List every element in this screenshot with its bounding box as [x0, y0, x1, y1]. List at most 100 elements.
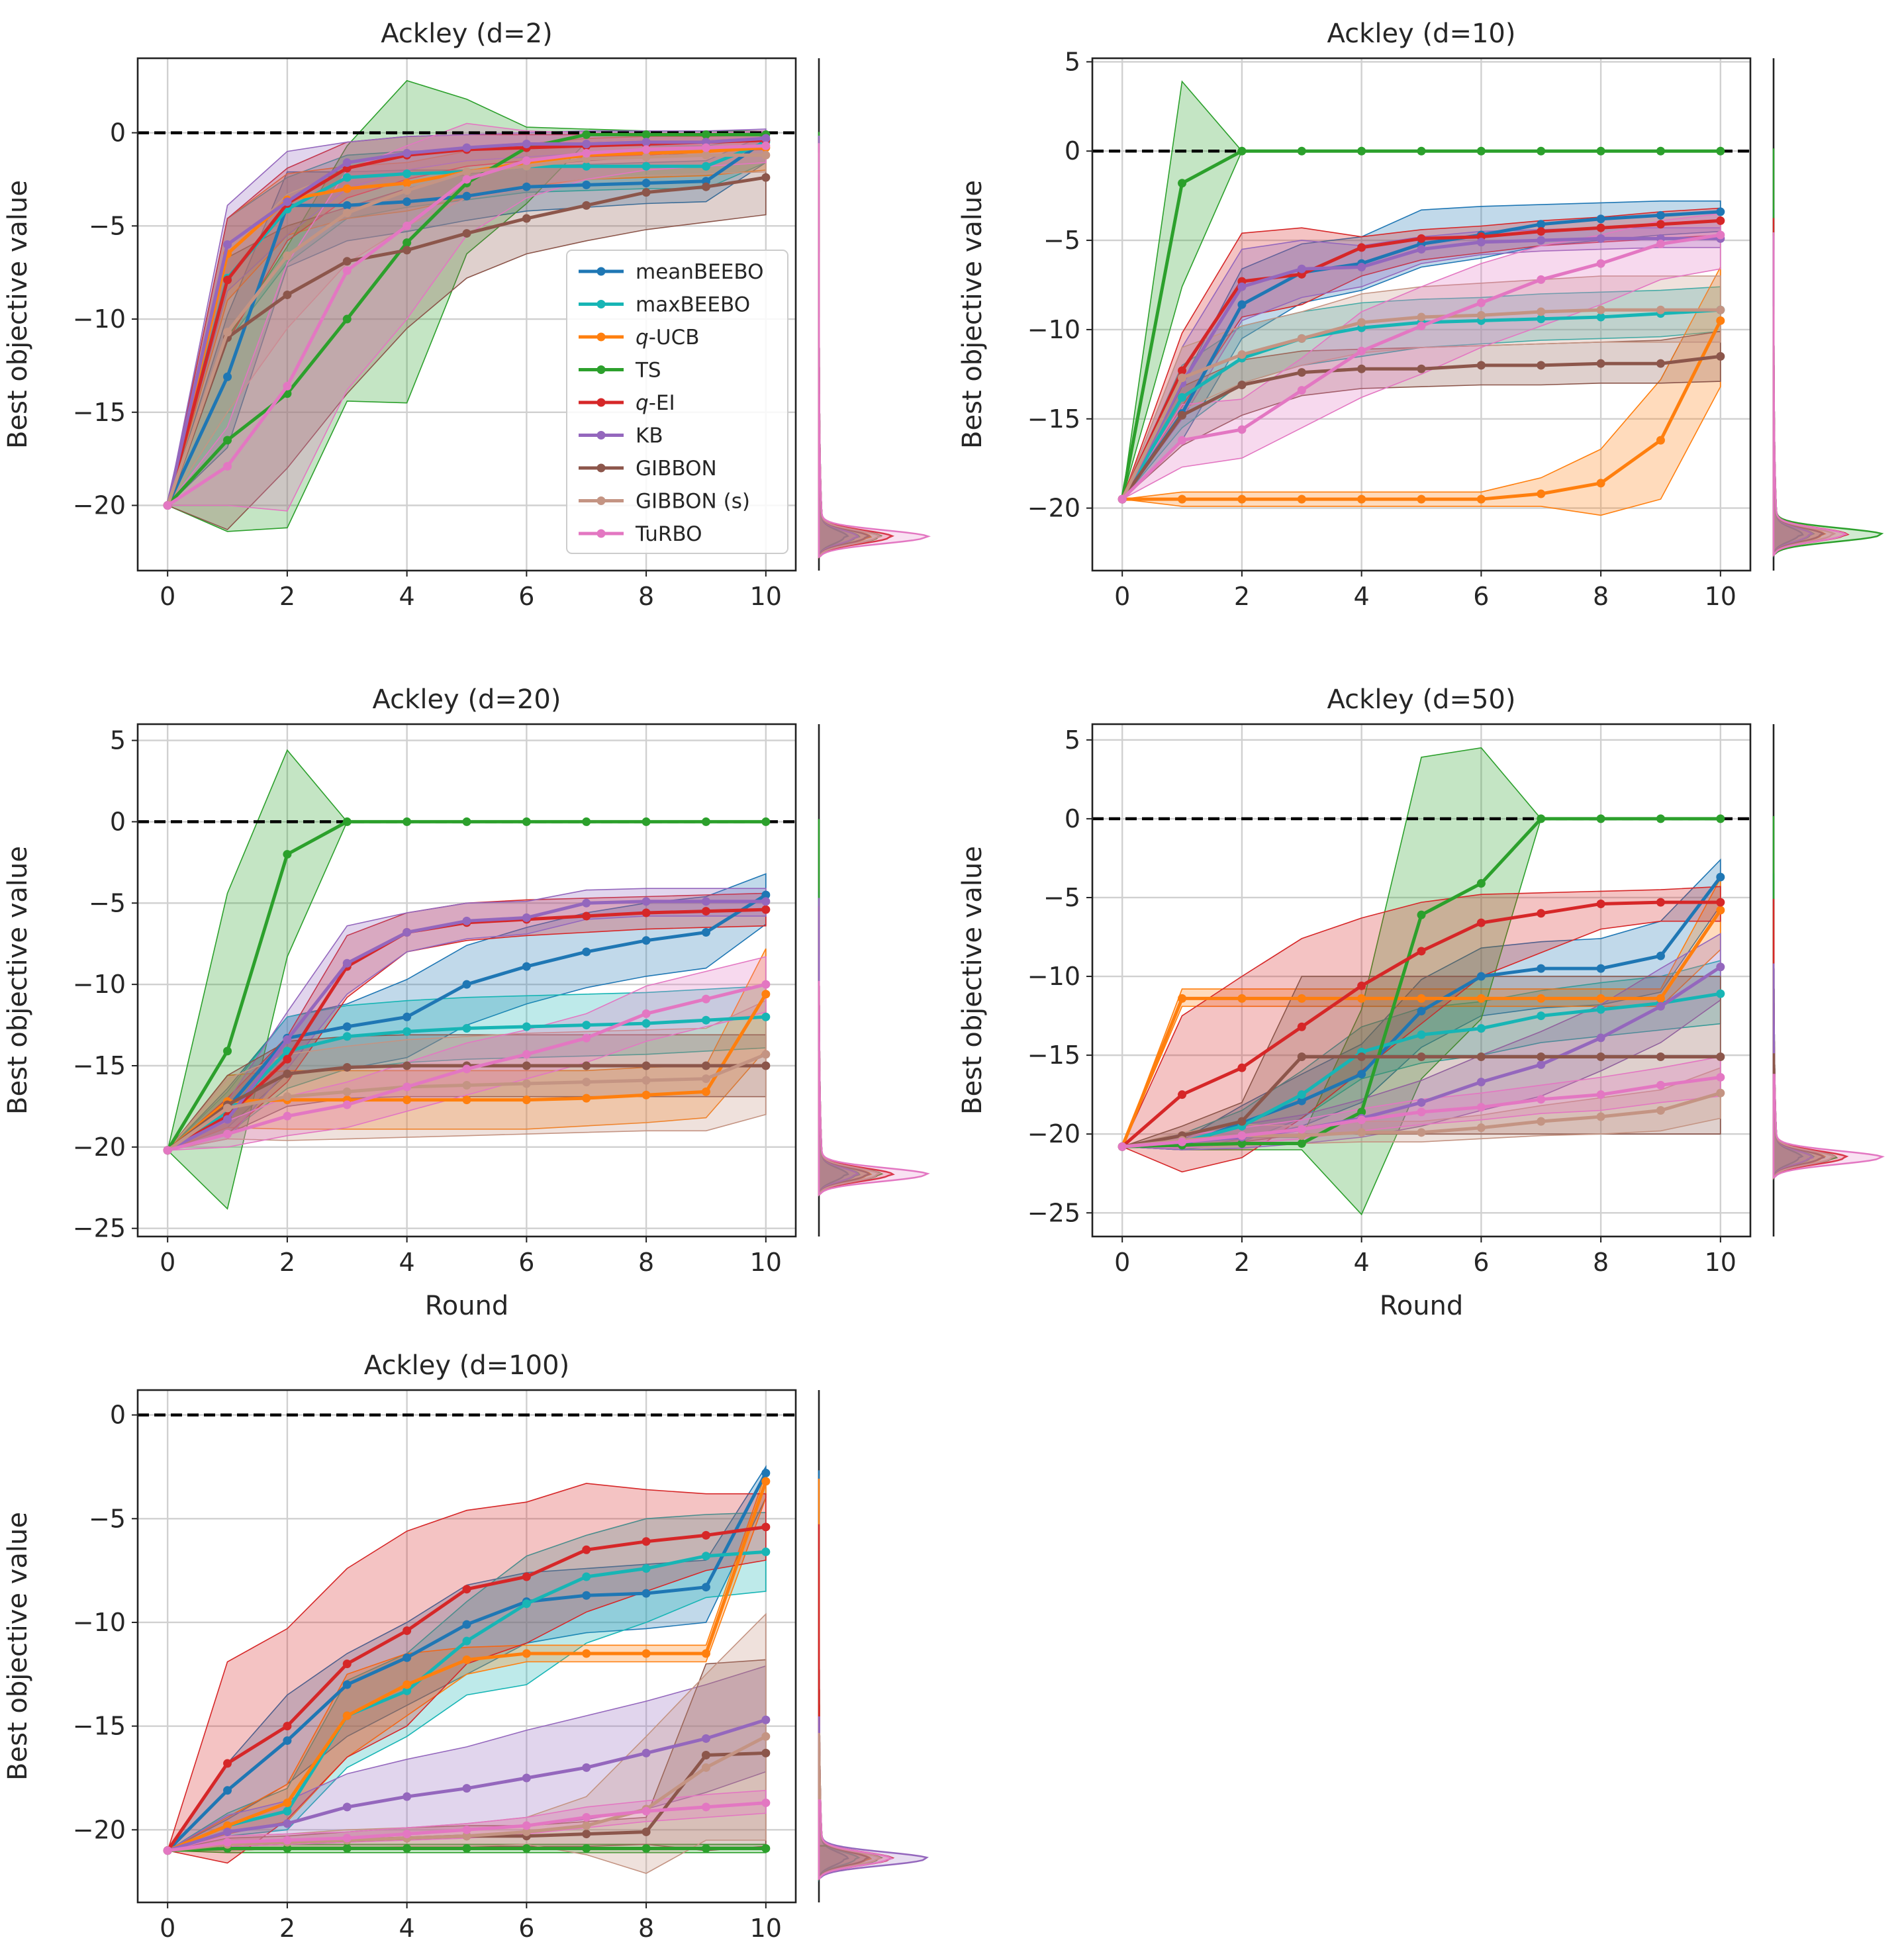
- point-ts: [701, 130, 710, 139]
- legend-label-turbo: TuRBO: [635, 522, 702, 546]
- subplot-title: Ackley (d=50): [1327, 684, 1516, 715]
- x-tick-label: 2: [279, 1248, 295, 1277]
- point-qucb: [403, 1680, 412, 1689]
- point-gib: [1178, 410, 1187, 420]
- legend-marker-mean: [596, 267, 606, 276]
- point-qei: [1357, 981, 1366, 990]
- x-tick-label: 10: [750, 1914, 782, 1943]
- x-tick-label: 6: [518, 1914, 534, 1943]
- point-gib: [642, 1827, 651, 1836]
- x-tick-label: 4: [399, 1248, 415, 1277]
- y-tick-label: −5: [89, 211, 126, 240]
- x-tick-label: 2: [279, 1914, 295, 1943]
- point-gib: [1656, 1052, 1665, 1062]
- point-gibs: [761, 150, 771, 160]
- point-mean: [283, 1736, 292, 1746]
- point-max: [1537, 314, 1546, 324]
- point-turbo: [342, 1834, 352, 1843]
- point-turbo: [1297, 386, 1306, 395]
- point-kb: [1237, 282, 1247, 291]
- point-qei: [1656, 898, 1665, 907]
- point-gibs: [1417, 312, 1426, 322]
- point-mean: [1656, 951, 1665, 960]
- legend-marker-turbo: [596, 529, 606, 538]
- point-qei: [522, 1572, 531, 1581]
- point-qucb: [1417, 494, 1426, 504]
- point-ts: [582, 817, 591, 826]
- point-ts: [283, 1844, 292, 1853]
- point-kb: [283, 197, 292, 207]
- point-gib: [1537, 361, 1546, 370]
- point-gib: [522, 214, 531, 223]
- point-turbo: [582, 149, 591, 158]
- point-qucb: [1537, 994, 1546, 1003]
- y-axis-label: Best objective value: [3, 180, 33, 449]
- point-gibs: [1476, 310, 1486, 320]
- point-mean: [582, 180, 591, 189]
- point-mean: [642, 179, 651, 188]
- point-qucb: [1237, 994, 1247, 1003]
- point-qei: [582, 911, 591, 921]
- point-gib: [403, 1061, 412, 1070]
- point-gibs: [342, 1087, 352, 1096]
- point-ts: [403, 1844, 412, 1853]
- point-mean: [403, 1012, 412, 1021]
- point-qucb: [761, 990, 771, 999]
- point-ts: [642, 130, 651, 139]
- point-turbo: [1297, 1125, 1306, 1134]
- kde-turbo: [818, 1799, 894, 1881]
- point-gibs: [283, 251, 292, 260]
- point-qucb: [1178, 494, 1187, 504]
- point-gibs: [1357, 1128, 1366, 1137]
- point-mean: [462, 980, 471, 989]
- y-tick-label: −10: [73, 304, 126, 334]
- point-kb: [1656, 1002, 1665, 1011]
- point-gibs: [522, 1827, 531, 1836]
- point-gibs: [582, 1821, 591, 1830]
- x-tick-label: 8: [638, 1248, 654, 1277]
- point-kb: [1297, 264, 1306, 273]
- point-gibs: [701, 1074, 710, 1084]
- marginal-kde: [1772, 148, 1884, 558]
- subplot-title: Ackley (d=10): [1327, 19, 1516, 49]
- point-qei: [701, 907, 710, 916]
- point-gibs: [1596, 305, 1605, 314]
- subplot-2: 0 2 4 6 8 10 5 0 −5 −10 −15 −20 −25 Ackley (d=20) Best…: [3, 684, 930, 1321]
- y-tick-label: 5: [110, 726, 126, 755]
- point-turbo: [642, 1009, 651, 1018]
- x-tick-label: 2: [1234, 582, 1250, 611]
- point-kb: [701, 1734, 710, 1743]
- x-tick-label: 10: [1705, 582, 1736, 611]
- point-qucb: [1297, 994, 1306, 1003]
- point-gib: [1476, 1052, 1486, 1062]
- point-kb: [403, 1792, 412, 1801]
- x-tick-label: 2: [1234, 1248, 1250, 1277]
- point-turbo: [403, 221, 412, 230]
- point-gib: [1237, 1117, 1247, 1126]
- subplot-4: 0 2 4 6 8 10 0 −5 −10 −15 −20 Ackley (d=100) Best ob…: [3, 1350, 929, 1943]
- point-ts: [1537, 146, 1546, 156]
- y-tick-label: −15: [73, 398, 126, 427]
- point-max: [1537, 1011, 1546, 1021]
- point-gib: [1237, 381, 1247, 390]
- point-gib: [701, 1751, 710, 1760]
- point-turbo: [642, 1806, 651, 1816]
- marginal-kde: [818, 132, 931, 559]
- point-max: [582, 1021, 591, 1030]
- point-gib: [1417, 1052, 1426, 1062]
- point-kb: [1417, 245, 1426, 254]
- x-tick-label: 0: [160, 1248, 175, 1277]
- x-tick-label: 8: [638, 1914, 654, 1943]
- point-mean: [761, 890, 771, 900]
- point-qei: [462, 1585, 471, 1594]
- point-ts: [342, 314, 352, 324]
- subplot-1: 0 2 4 6 8 10 5 0 −5 −10 −15 −20 Ackley (d=10) Best ob…: [957, 19, 1884, 611]
- point-kb: [283, 1035, 292, 1045]
- point-turbo: [462, 1064, 471, 1074]
- point-kb: [642, 1748, 651, 1757]
- point-qucb: [1417, 994, 1426, 1003]
- point-turbo: [642, 145, 651, 154]
- point-max: [1716, 989, 1725, 998]
- point-ts: [1476, 146, 1486, 156]
